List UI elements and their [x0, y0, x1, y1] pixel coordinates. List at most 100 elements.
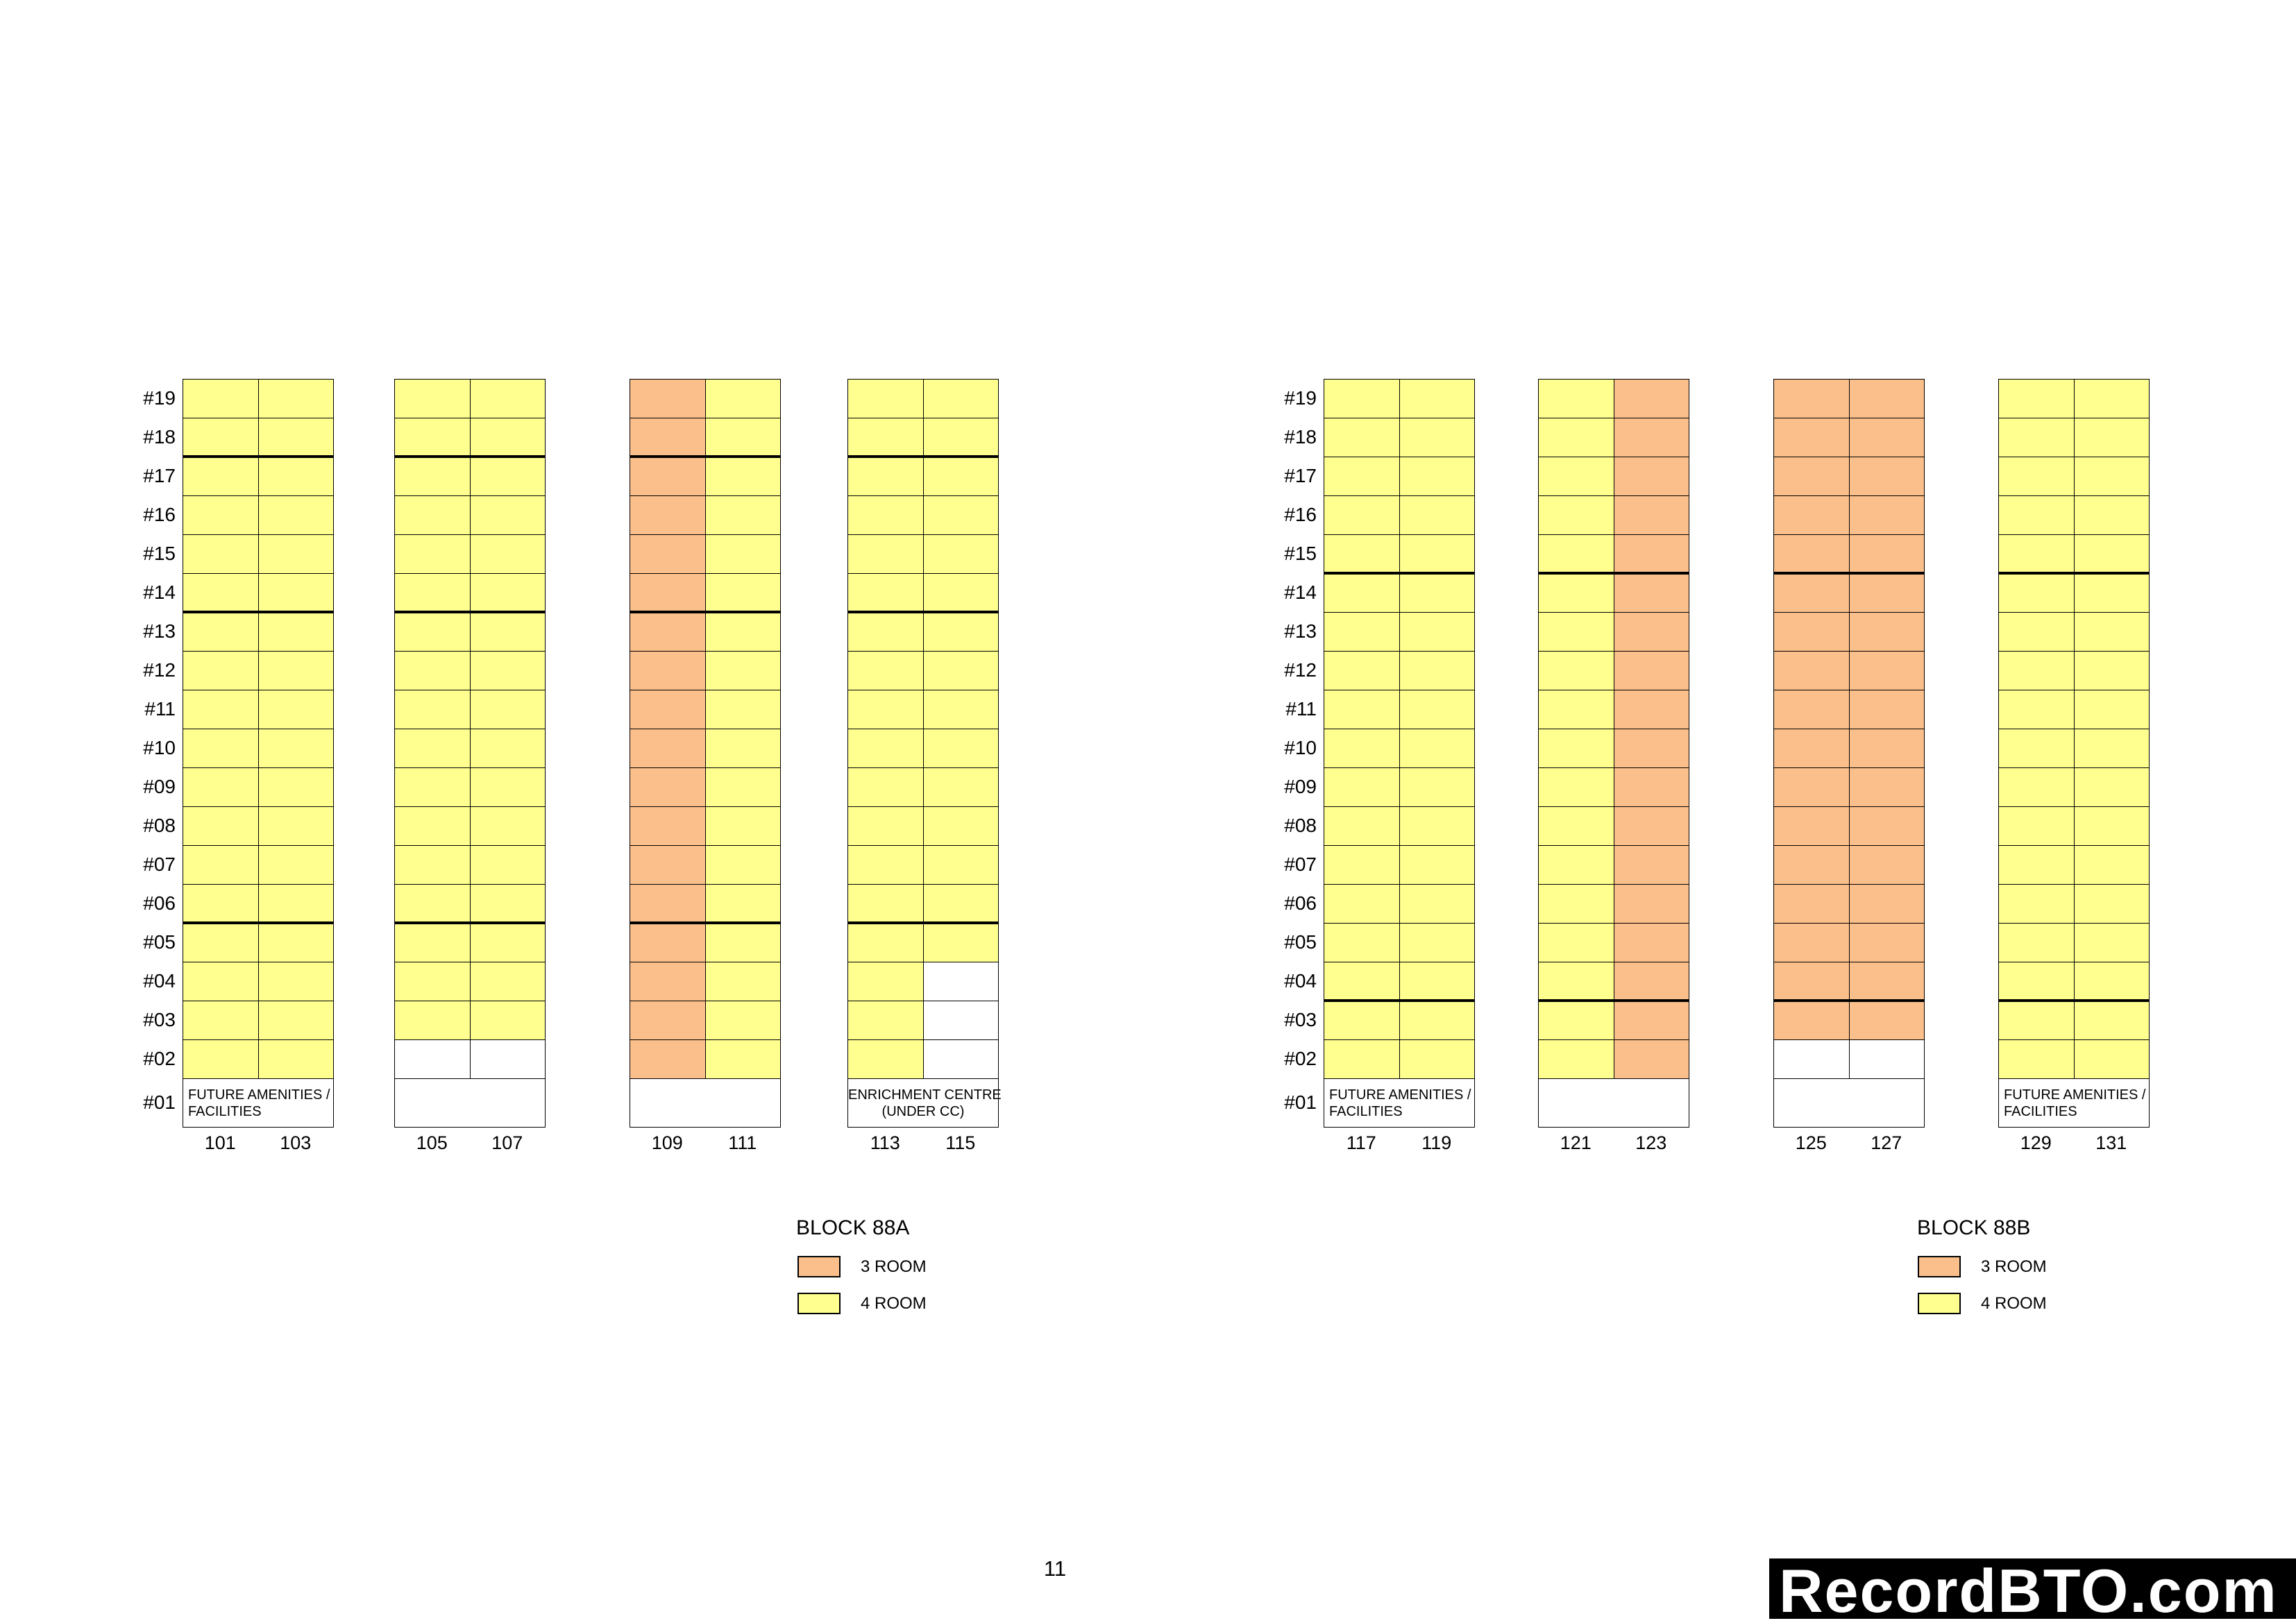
unit-cell	[258, 690, 333, 729]
unit-cell	[1848, 495, 1924, 534]
unit-cell	[1324, 495, 1399, 534]
floor-label: #02	[143, 1048, 176, 1069]
unit-cell	[1324, 884, 1399, 923]
ground-floor-cell: FUTURE AMENITIES / FACILITIES	[1324, 1078, 1474, 1127]
thick-divider	[1324, 572, 1474, 575]
unit-cell	[847, 729, 923, 767]
unit-cell	[847, 379, 923, 418]
unit-cell	[847, 418, 923, 457]
unit-cell	[2073, 495, 2149, 534]
unit-cell	[847, 806, 923, 845]
unit-cell	[1399, 573, 1474, 612]
thick-divider	[183, 921, 333, 924]
unit-cell	[2073, 1001, 2149, 1039]
unit-cell	[1613, 651, 1689, 690]
unit-cell	[2073, 418, 2149, 457]
unit-cell	[394, 612, 470, 651]
unit-cell	[2073, 612, 2149, 651]
floor-label: #06	[143, 892, 176, 914]
thick-divider	[394, 611, 545, 613]
unit-cell	[1538, 418, 1614, 457]
unit-cell	[183, 457, 258, 495]
stack-label: 131	[2095, 1132, 2127, 1153]
ground-floor-cell: FUTURE AMENITIES / FACILITIES	[1998, 1078, 2149, 1127]
stack-label: 107	[491, 1132, 523, 1153]
legend-4room-label: 4 ROOM	[861, 1294, 927, 1313]
stack-pair	[1773, 379, 1925, 1128]
unit-cell	[847, 845, 923, 884]
unit-cell	[1324, 379, 1399, 418]
unit-cell	[258, 651, 333, 690]
unit-cell	[1848, 418, 1924, 457]
floor-label: #10	[143, 737, 176, 758]
unit-cell	[847, 457, 923, 495]
unit-cell	[1998, 729, 2074, 767]
thick-divider	[1538, 572, 1689, 575]
unit-cell	[1399, 418, 1474, 457]
stack-pair: FUTURE AMENITIES / FACILITIES	[1324, 379, 1475, 1128]
unit-cell	[183, 884, 258, 923]
unit-cell	[1613, 690, 1689, 729]
unit-cell	[1538, 962, 1614, 1001]
unit-cell	[847, 923, 923, 962]
unit-cell	[1399, 806, 1474, 845]
void-cell	[469, 1039, 545, 1078]
unit-cell	[847, 1039, 923, 1078]
unit-cell	[1998, 495, 2074, 534]
unit-cell	[258, 573, 333, 612]
unit-cell	[183, 612, 258, 651]
unit-cell	[394, 845, 470, 884]
unit-cell	[1998, 573, 2074, 612]
unit-cell	[704, 418, 780, 457]
legend-4room-swatch	[797, 1293, 841, 1314]
legend-3room-swatch	[1918, 1256, 1961, 1277]
unit-cell	[394, 729, 470, 767]
unit-cell	[704, 884, 780, 923]
unit-cell	[1613, 729, 1689, 767]
unit-cell	[1613, 573, 1689, 612]
unit-cell	[1399, 534, 1474, 573]
unit-cell	[2073, 923, 2149, 962]
floor-label: #12	[1284, 659, 1317, 681]
unit-cell	[1848, 1001, 1924, 1039]
floor-label: #05	[143, 931, 176, 953]
unit-cell	[630, 612, 705, 651]
unit-cell	[1613, 923, 1689, 962]
unit-cell	[394, 534, 470, 573]
unit-cell	[2073, 962, 2149, 1001]
unit-cell	[394, 884, 470, 923]
unit-cell	[922, 495, 998, 534]
stack-label: 113	[870, 1132, 900, 1153]
unit-cell	[704, 651, 780, 690]
unit-cell	[258, 806, 333, 845]
unit-cell	[183, 962, 258, 1001]
unit-cell	[922, 573, 998, 612]
unit-cell	[2073, 379, 2149, 418]
unit-cell	[1324, 845, 1399, 884]
unit-cell	[1773, 495, 1849, 534]
unit-cell	[1848, 612, 1924, 651]
unit-cell	[922, 923, 998, 962]
legend-4room-label: 4 ROOM	[1981, 1294, 2047, 1313]
unit-cell	[258, 729, 333, 767]
ground-floor-text: FUTURE AMENITIES /	[2004, 1087, 2146, 1103]
unit-cell	[1848, 884, 1924, 923]
stack-pair: FUTURE AMENITIES / FACILITIES	[1998, 379, 2150, 1128]
unit-cell	[630, 729, 705, 767]
unit-cell	[704, 923, 780, 962]
unit-cell	[1848, 690, 1924, 729]
unit-cell	[1848, 457, 1924, 495]
unit-cell	[183, 806, 258, 845]
unit-cell	[1773, 418, 1849, 457]
floor-label: #05	[1284, 931, 1317, 953]
unit-cell	[258, 418, 333, 457]
unit-cell	[258, 884, 333, 923]
unit-cell	[1613, 612, 1689, 651]
unit-cell	[258, 1039, 333, 1078]
unit-cell	[1399, 962, 1474, 1001]
unit-cell	[469, 379, 545, 418]
unit-cell	[183, 651, 258, 690]
unit-cell	[1613, 457, 1689, 495]
stack-pair	[630, 379, 781, 1128]
